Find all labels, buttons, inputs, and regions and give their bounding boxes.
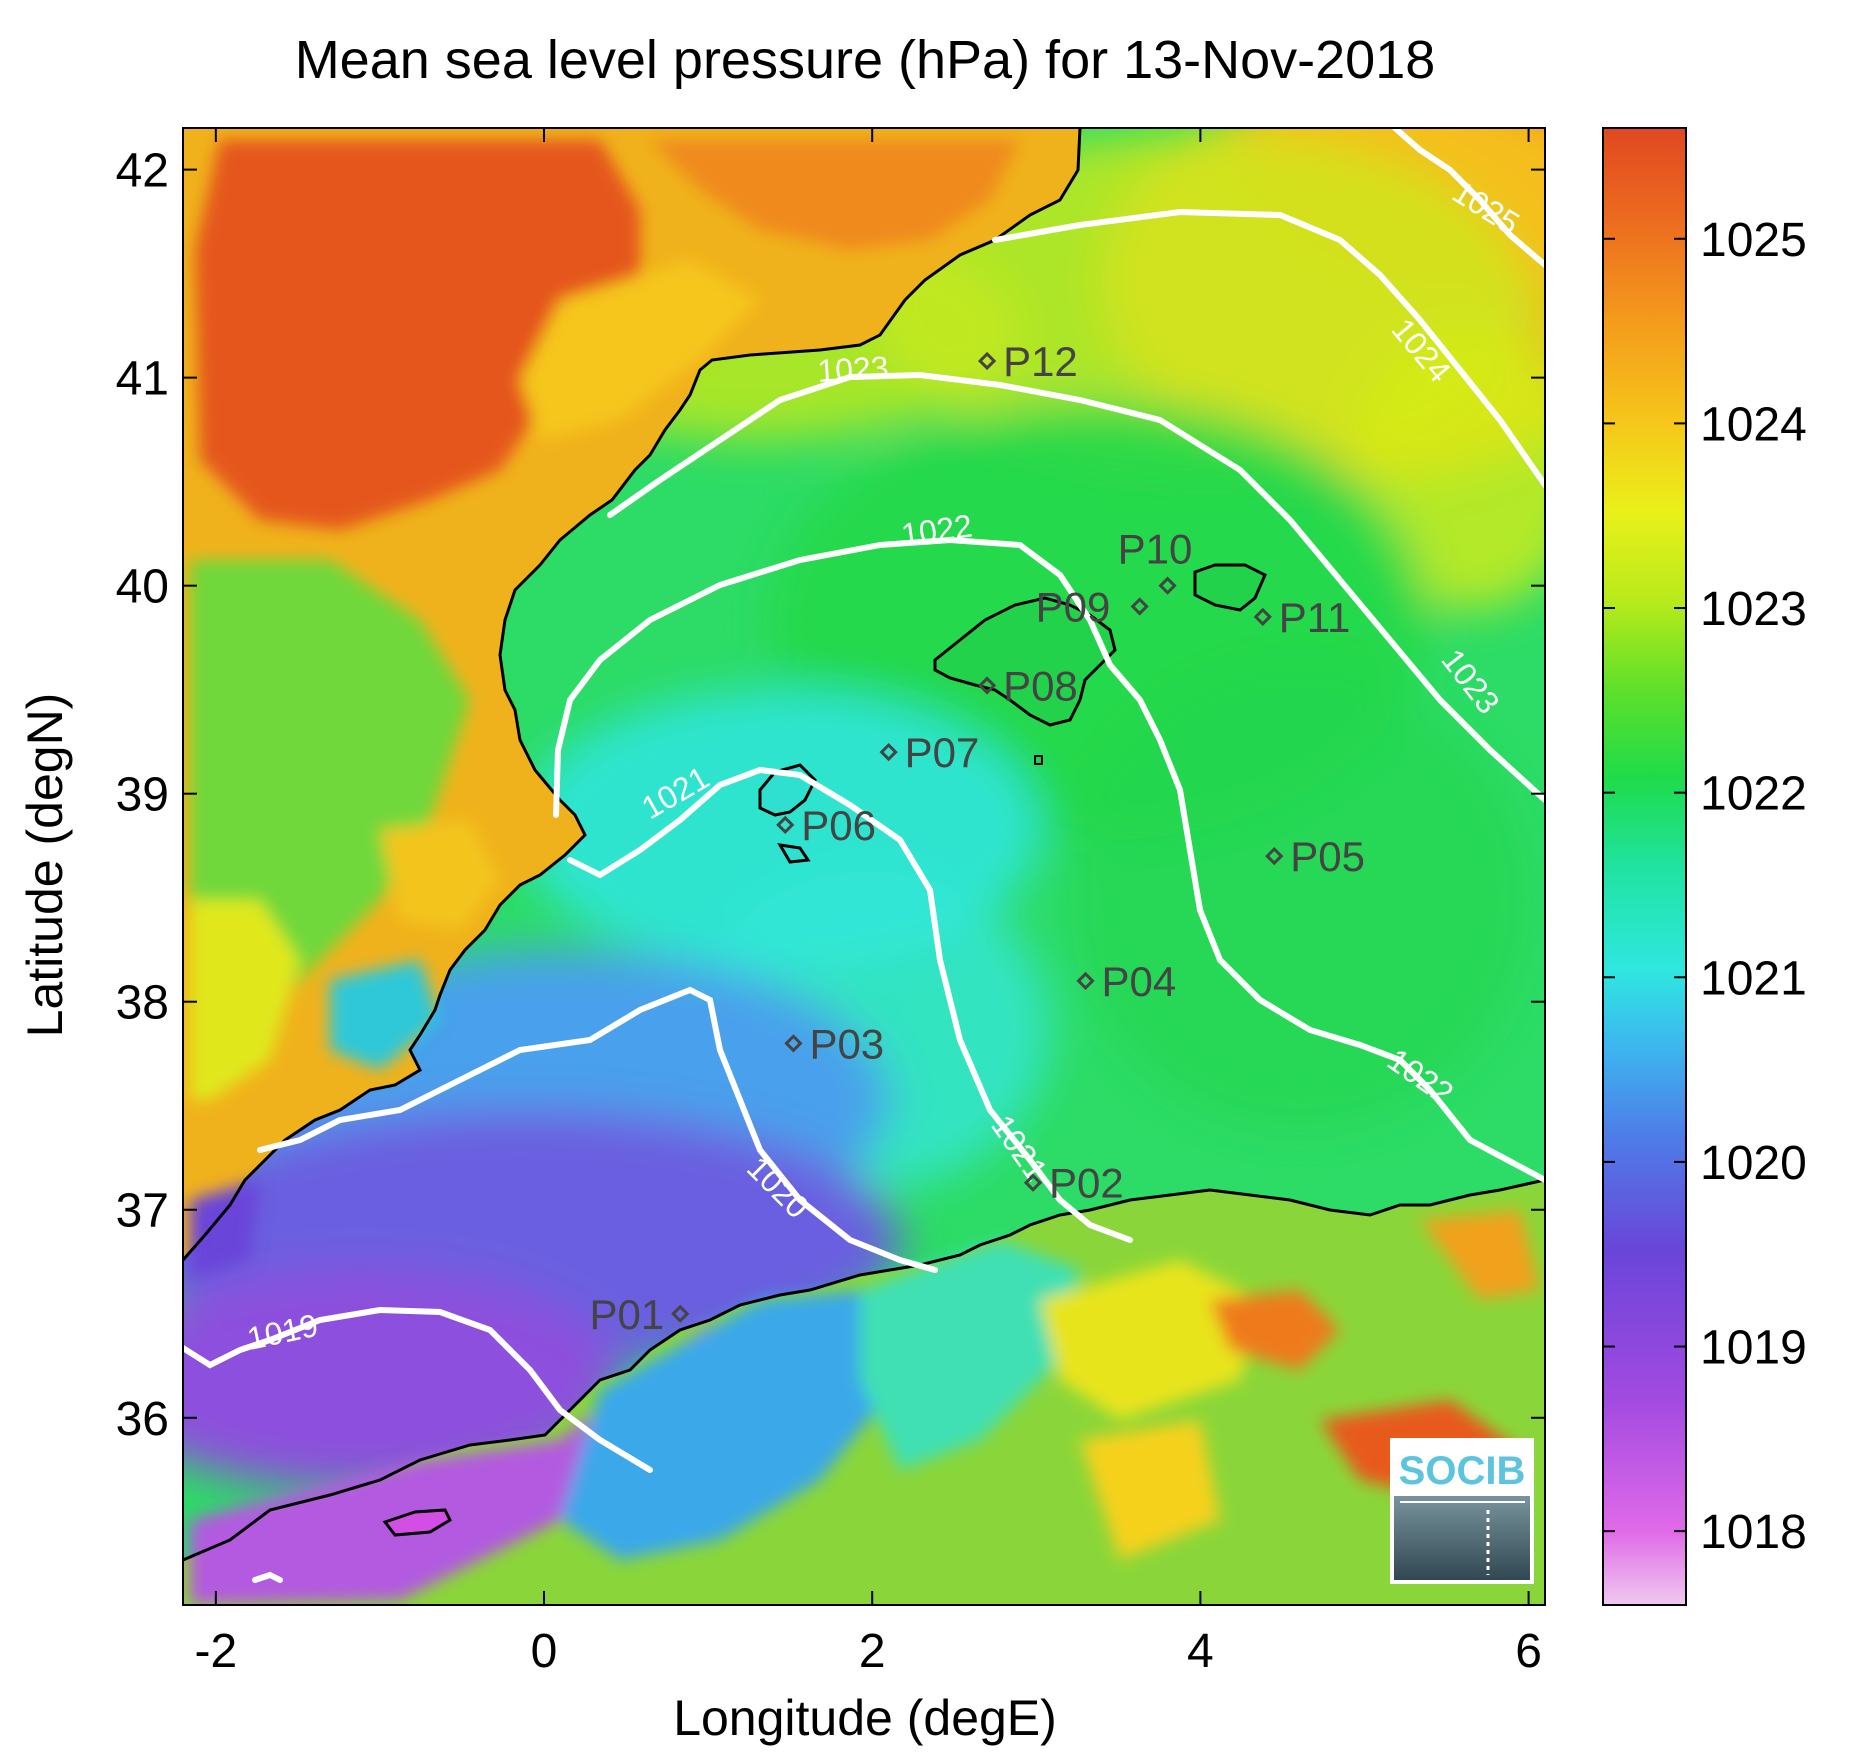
colorbar-tick-label: 1025: [1700, 214, 1807, 267]
y-tick-label: 36: [116, 1393, 169, 1446]
station-label: P07: [905, 729, 980, 776]
land-relief: [190, 140, 1020, 1280]
x-tick-label: 2: [859, 1625, 886, 1678]
island-alboran: [382, 1508, 452, 1537]
coastline-africa: [183, 1178, 1545, 1562]
isobars: [183, 128, 1545, 1583]
colorbar: [1602, 127, 1687, 1606]
isobar-1020: [257, 986, 938, 1273]
x-tick-label: 4: [1187, 1625, 1214, 1678]
station-marker: [1253, 607, 1272, 626]
x-tick-label: 6: [1515, 1625, 1542, 1678]
x-tick-label: -2: [194, 1625, 237, 1678]
station-marker: [977, 676, 997, 695]
colorbar-tick-label: 1019: [1700, 1322, 1807, 1375]
station-label: P09: [1036, 583, 1111, 630]
x-axis-ticks: -2 0 2 4 6: [194, 128, 1542, 1678]
y-tick-label: 37: [116, 1185, 169, 1238]
colorbar-tick-label: 1021: [1700, 952, 1807, 1005]
island-formentera: [777, 843, 811, 864]
x-tick-label: 0: [531, 1625, 558, 1678]
y-tick-label: 41: [116, 353, 169, 406]
socib-logo: SOCIB: [1390, 1438, 1534, 1584]
station-marker: [1158, 576, 1177, 595]
colorbar-tick-label: 1018: [1700, 1506, 1807, 1559]
y-tick-label: 38: [116, 977, 169, 1030]
station-label: P02: [1049, 1160, 1124, 1207]
plot-title: Mean sea level pressure (hPa) for 13-Nov…: [295, 30, 1436, 90]
coastline-iberia: [183, 128, 1082, 1261]
station-label: P12: [1003, 338, 1078, 385]
station-label: P01: [589, 1291, 664, 1338]
plot-frame: [182, 127, 1546, 1606]
isobar-1024: [992, 208, 1545, 488]
station-label: P05: [1290, 833, 1365, 880]
y-axis-label: Latitude (degN): [17, 693, 73, 1038]
station-marker: [671, 1304, 690, 1323]
station-marker: [1076, 971, 1095, 991]
isobar-1022: [553, 536, 1545, 1183]
y-tick-label: 42: [116, 145, 169, 198]
station-label: P10: [1118, 526, 1193, 573]
colorbar-tick-label: 1024: [1700, 398, 1807, 451]
plot-area: 1025 1024 1023 1023 1022 1022 1021 1021 …: [183, 128, 1545, 1605]
contour-label-1023-north: 1023: [816, 349, 889, 389]
colorbar-tick-label: 1022: [1700, 768, 1807, 821]
station-label: P04: [1102, 958, 1177, 1005]
station-marker: [1265, 846, 1284, 866]
station-marker: [1023, 1173, 1043, 1192]
isobar-1021: [567, 766, 1133, 1243]
colorbar-ticks: 1018 1019 1020 1021 1022 1023 1024 1025: [1603, 214, 1807, 1559]
station-marker: [776, 815, 795, 835]
y-axis-ticks: 36 37 38 39 40 41 42: [116, 145, 1545, 1446]
isobar-1025: [1392, 128, 1545, 268]
station-label: P11: [1279, 594, 1351, 641]
station-label: P06: [801, 802, 876, 849]
y-tick-label: 40: [116, 561, 169, 614]
colorbar-tick-label: 1020: [1700, 1137, 1807, 1190]
x-axis-label: Longitude (degE): [673, 1690, 1057, 1746]
station-marker: [1130, 597, 1149, 616]
station-label: P08: [1003, 663, 1078, 710]
station-marker: [977, 351, 997, 371]
station-label: P03: [809, 1020, 884, 1067]
station-marker: [879, 742, 898, 762]
island-menorca: [1193, 563, 1267, 612]
isobar-1020-sw: [252, 1571, 283, 1583]
colorbar-tick-label: 1023: [1700, 583, 1807, 636]
y-tick-label: 39: [116, 769, 169, 822]
island-cabrera: [1034, 755, 1043, 765]
isobar-1023-north: [607, 371, 1545, 803]
logo-text: SOCIB: [1399, 1449, 1526, 1493]
station-marker: [784, 1034, 803, 1053]
isobar-1019: [183, 1306, 653, 1473]
